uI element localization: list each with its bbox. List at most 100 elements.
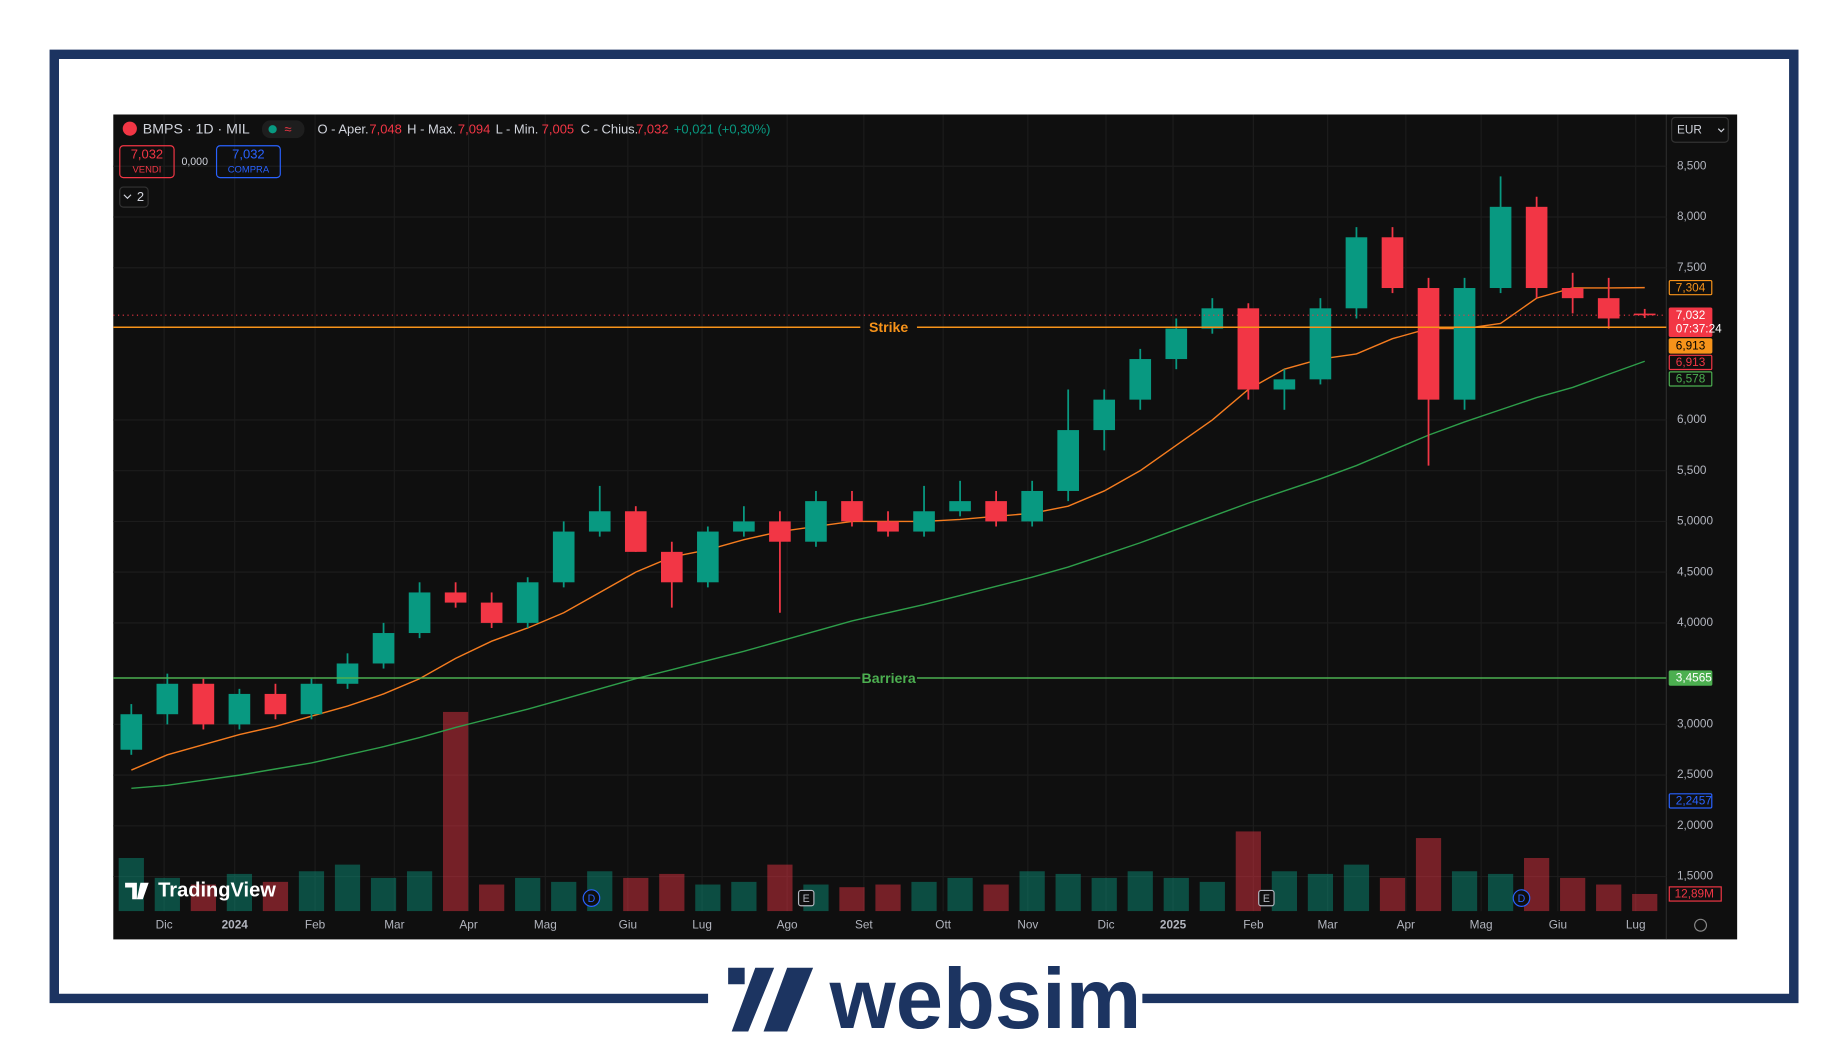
x-tick-label: 2025 [1160,917,1187,931]
volume-label: 12,89M [1675,887,1714,901]
x-tick-label: Lug [692,917,712,931]
candle-body [769,521,791,542]
y-tick-label: 3,0000 [1677,716,1714,730]
event-marker [1512,889,1531,907]
candle-body [1237,308,1260,390]
ohlc-name: H - Max. [407,121,456,136]
x-tick-label: Apr [459,917,477,931]
x-tick-label: Mar [384,917,404,931]
price-countdown: 07:37:24 [1676,321,1722,335]
price-label: 7,032 [1676,308,1706,322]
price-label-box [1668,354,1713,371]
price-label: 2,2457 [1676,794,1712,808]
event-label: D [1518,893,1526,905]
volume-bar [442,711,469,912]
x-tick-label: Apr [1397,917,1415,931]
volume-bar [298,871,325,912]
price-label-box [1668,307,1713,338]
sell-label: VENDI [133,164,162,175]
x-tick-label: Feb [305,917,326,931]
volume-bar [1199,881,1225,912]
axes: 8,500 8,000 7,500 6,000 5,500 5,0000 4,5000 4,0… [156,158,1723,931]
volume-bar [406,871,433,912]
event-marker [582,889,601,907]
x-tick-label: 2024 [222,917,249,931]
candle-body [661,551,683,583]
candle-body [733,521,755,532]
y-tick-label: 4,5000 [1677,564,1714,578]
volume-bar [983,884,1009,912]
ohlc-name: L - Min. [496,121,539,136]
volume-bar [1451,871,1478,912]
volume-bar [911,881,937,912]
volume-bar [1091,877,1117,912]
websim-logo-mark [728,967,814,1032]
price-label: 7,304 [1676,280,1706,294]
candle-body [1021,490,1043,522]
x-tick-label: Ago [777,917,798,931]
y-tick-label: 5,0000 [1677,514,1714,528]
x-tick-label: Nov [1017,917,1038,931]
footer-brand: websim [829,952,1142,1047]
chevron [1717,128,1725,133]
indicators-toggle[interactable] [119,186,149,208]
candle-body [1525,206,1548,289]
candle-body [264,693,287,715]
price-label-box [1668,371,1713,387]
volume-bar [1307,873,1334,912]
candle-body [1093,399,1116,431]
candle-body [1417,288,1440,400]
x-tick-label: Giu [619,917,637,931]
moving-average [131,360,1645,790]
candle-body [913,511,935,532]
x-tick-label: Lug [1626,917,1646,931]
spread: 0,000 [181,156,208,168]
volume-bar [370,877,397,912]
sell-button[interactable] [119,145,175,179]
sell-price: 7,032 [131,147,163,162]
candle-body [877,521,899,532]
candle-body [372,633,395,664]
volume-bar [515,877,541,912]
volume-bar [767,864,793,912]
price-label: 3,4565 [1676,671,1713,685]
volume-bar [551,881,577,912]
buy-label: COMPRA [228,164,270,175]
x-tick-label: Mar [1317,917,1337,931]
y-tick-label: 2,0000 [1677,818,1714,832]
candle-body [949,501,971,512]
settings-icon[interactable] [1694,918,1708,932]
candle-body [300,683,323,715]
x-tick-label: Dic [156,917,173,931]
volume-bar [1163,877,1189,912]
candle-body [228,693,251,725]
candle-body [1633,313,1656,316]
volume-bar [1271,871,1297,912]
volume-label-box [1668,886,1722,902]
currency-select[interactable] [1671,116,1729,143]
ohlc-name: O - Aper. [317,121,368,136]
volume-bar [1235,831,1261,912]
volume-bar [731,881,757,912]
candle-body [588,511,611,532]
levels: Strike Barriera [113,314,1667,687]
event-label: D [588,893,596,905]
level-label: Barriera [861,671,915,687]
volume-bar [1487,873,1514,912]
volume-bar [695,884,721,912]
buy-button[interactable] [215,145,281,179]
volume-bar [659,873,685,912]
ohlc-legend: O - Aper. 7,048 H - Max. 7,094 L - Min. 7,005… [317,121,668,136]
candle-body [1201,308,1224,329]
candle-body [336,663,359,684]
price-label: 6,913 [1676,339,1706,353]
chevron [123,194,132,200]
volume-bar [334,864,361,912]
price-label-box [1668,793,1713,809]
candle-body [1381,237,1404,289]
volume-bar [1055,873,1081,912]
ohlc-value: 7,048 [369,121,401,136]
y-tick-label: 8,000 [1677,209,1707,223]
